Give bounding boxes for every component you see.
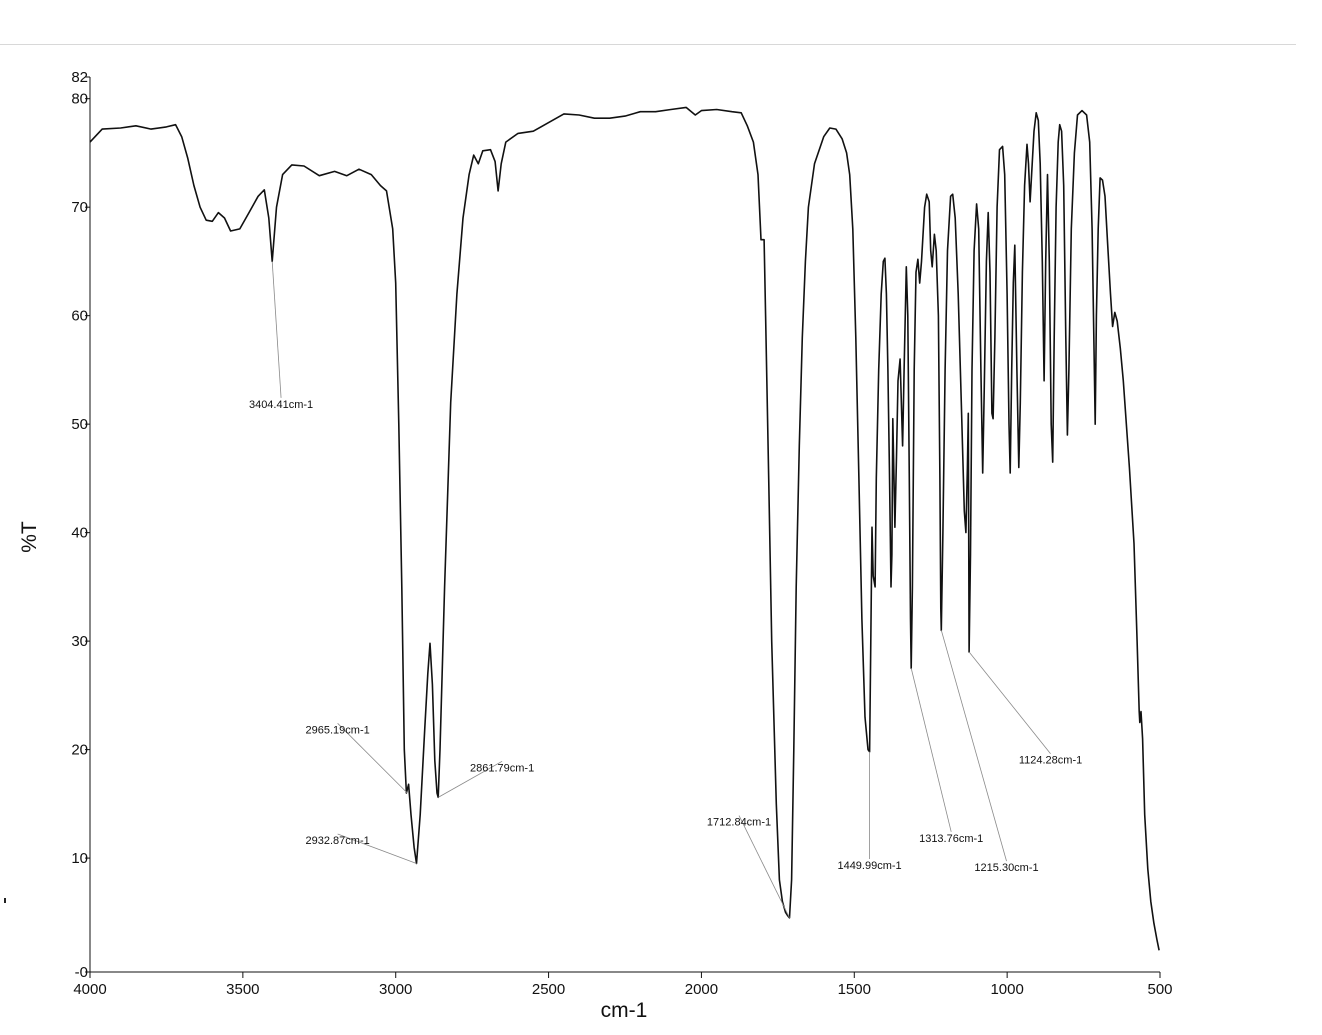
peak-leader-line (337, 723, 408, 794)
x-tick-label: 4000 (73, 981, 106, 998)
y-tick-label: 80 (71, 91, 88, 108)
peak-label: 1449.99cm-1 (837, 860, 901, 872)
peak-label: 2861.79cm-1 (470, 762, 534, 774)
ticks: 4000 3500 3000 2500 2000 1500 1000 500 -0 10 20 30 4… (71, 69, 1172, 998)
y-axis-title: %T (18, 521, 41, 553)
y-tick-label: 40 (71, 525, 88, 542)
peak-label: 1124.28cm-1 (1019, 755, 1082, 767)
top-rule (0, 44, 1296, 45)
y-tick-label: 10 (71, 850, 88, 867)
x-tick-label: 500 (1147, 981, 1172, 998)
y-tick-label: 30 (71, 633, 88, 650)
y-tick-label: 20 (71, 742, 88, 759)
peak-label: 2965.19cm-1 (306, 724, 370, 736)
y-tick-label: -0 (75, 964, 88, 981)
peak-leader-line (337, 833, 417, 864)
spectrum-line (89, 106, 1160, 951)
peak-label: 1313.76cm-1 (919, 833, 983, 845)
peak-leader-line (910, 668, 952, 832)
peak-leader-line (271, 261, 282, 398)
peak-annotations: 3404.41cm-1 2965.19cm-1 2932.87cm-1 2861.79… (249, 261, 1082, 918)
peak-label: 2932.87cm-1 (306, 835, 370, 847)
x-tick-label: 3500 (226, 981, 259, 998)
x-tick-label: 3000 (379, 981, 412, 998)
peak-leader-line (968, 651, 1051, 754)
y-tick-label: 60 (71, 308, 88, 325)
x-tick-label: 1000 (990, 981, 1023, 998)
peak-leader-line (438, 760, 503, 798)
y-tick-label: 70 (71, 199, 88, 216)
x-tick-label: 1500 (838, 981, 871, 998)
peak-label: 1712.84cm-1 (707, 817, 771, 829)
peak-leader-line (738, 815, 790, 918)
x-axis-title: cm-1 (601, 999, 648, 1022)
x-tick-label: 2000 (685, 981, 718, 998)
peak-label: 3404.41cm-1 (249, 399, 313, 411)
peak-leader-line (940, 630, 1007, 862)
axes (89, 77, 1160, 973)
plot-area (89, 106, 1160, 951)
peak-label: 1215.30cm-1 (974, 862, 1038, 874)
stray-mark (4, 898, 6, 903)
y-tick-label: 82 (71, 69, 88, 86)
y-tick-label: 50 (71, 416, 88, 433)
x-tick-label: 2500 (532, 981, 565, 998)
